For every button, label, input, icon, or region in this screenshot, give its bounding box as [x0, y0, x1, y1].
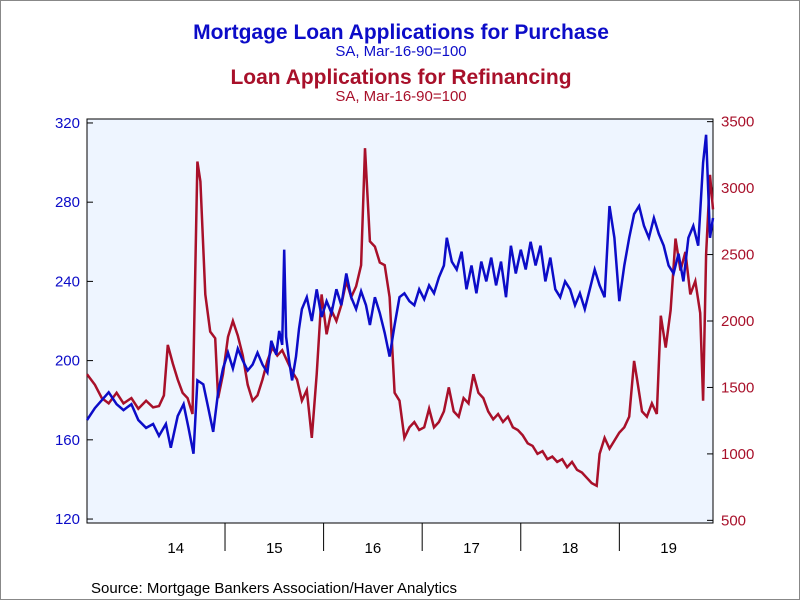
right-tick-label: 500 [721, 512, 746, 529]
left-tick-label: 240 [55, 273, 80, 290]
refi-title: Loan Applications for Refinancing [230, 66, 571, 89]
purchase-title: Mortgage Loan Applications for Purchase [193, 21, 609, 44]
x-axis: 14 15 16 17 18 19 [167, 523, 677, 557]
right-tick-label: 3000 [721, 180, 754, 197]
left-tick-label: 320 [55, 115, 80, 132]
plot-area [86, 118, 714, 524]
x-tick-label: 15 [266, 540, 283, 557]
left-tick-label: 280 [55, 194, 80, 211]
right-axis: 500 1000 1500 2000 2500 3000 3500 [707, 114, 754, 529]
left-tick-label: 120 [55, 511, 80, 528]
right-tick-label: 2000 [721, 313, 754, 330]
x-tick-label: 17 [463, 540, 480, 557]
source-note: Source: Mortgage Bankers Association/Hav… [91, 580, 457, 597]
x-tick-label: 19 [660, 540, 677, 557]
refi-series-line [85, 148, 715, 488]
refi-subtitle: SA, Mar-16-90=100 [335, 88, 466, 105]
right-tick-label: 1000 [721, 446, 754, 463]
x-tick-label: 16 [365, 540, 382, 557]
purchase-subtitle: SA, Mar-16-90=100 [335, 43, 466, 60]
left-tick-label: 200 [55, 353, 80, 370]
right-tick-label: 3500 [721, 114, 754, 131]
x-tick-label: 14 [167, 540, 184, 557]
x-tick-label: 18 [562, 540, 579, 557]
purchase-series-line [85, 134, 715, 454]
left-tick-label: 160 [55, 432, 80, 449]
left-axis: 120 160 200 240 280 320 [55, 115, 93, 528]
right-tick-label: 1500 [721, 379, 754, 396]
right-tick-label: 2500 [721, 247, 754, 264]
